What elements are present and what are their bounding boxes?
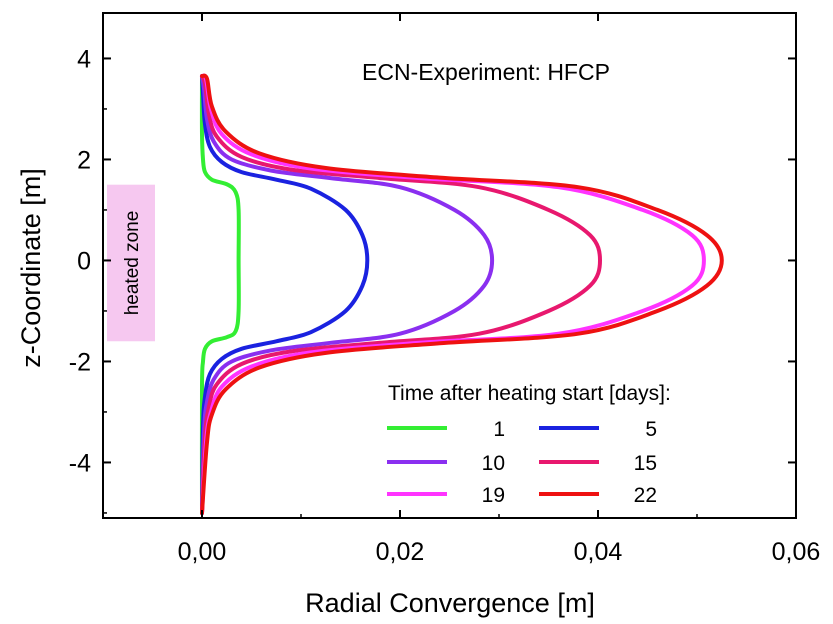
plot-frame	[102, 12, 797, 519]
y-tick-label: -2	[69, 348, 91, 376]
legend-label-19: 19	[482, 484, 505, 507]
y-tick-label: 2	[77, 146, 91, 174]
legend-label-5: 5	[645, 418, 657, 441]
x-tick-label: 0,02	[376, 538, 425, 566]
series-line-5	[200, 74, 370, 515]
series-line-19	[200, 73, 706, 515]
x-axis-label: Radial Convergence [m]	[305, 588, 595, 618]
legend-label-1: 1	[493, 418, 505, 441]
y-tick-label: 4	[77, 45, 91, 73]
x-tick-label: 0,06	[772, 538, 821, 566]
y-tick-label: -4	[69, 449, 91, 477]
series-layer	[199, 73, 724, 515]
heated-zone: heated zone	[107, 184, 155, 342]
axes: 0,00 0,02 0,04 0,06 -4 -2 0 2 4	[69, 12, 821, 566]
series-line-10	[200, 74, 495, 515]
series-line-15	[200, 74, 602, 515]
legend-title: Time after heating start [days]:	[388, 382, 671, 405]
legend: Time after heating start [days]:1 510 1519…	[387, 382, 671, 507]
series-line-22	[200, 73, 724, 515]
x-tick-label: 0,04	[574, 538, 623, 566]
x-tick-label: 0,00	[178, 538, 227, 566]
series-line-1	[199, 74, 241, 515]
y-tick-label: 0	[77, 247, 91, 275]
legend-label-15: 15	[634, 452, 657, 475]
heated-zone-band	[107, 184, 155, 342]
legend-label-10: 10	[482, 452, 505, 475]
chart-annotation: ECN-Experiment: HFCP	[362, 59, 610, 85]
heated-zone-label: heated zone	[122, 211, 143, 316]
y-axis-label: z-Coordinate [m]	[16, 168, 46, 368]
legend-label-22: 22	[634, 484, 657, 507]
